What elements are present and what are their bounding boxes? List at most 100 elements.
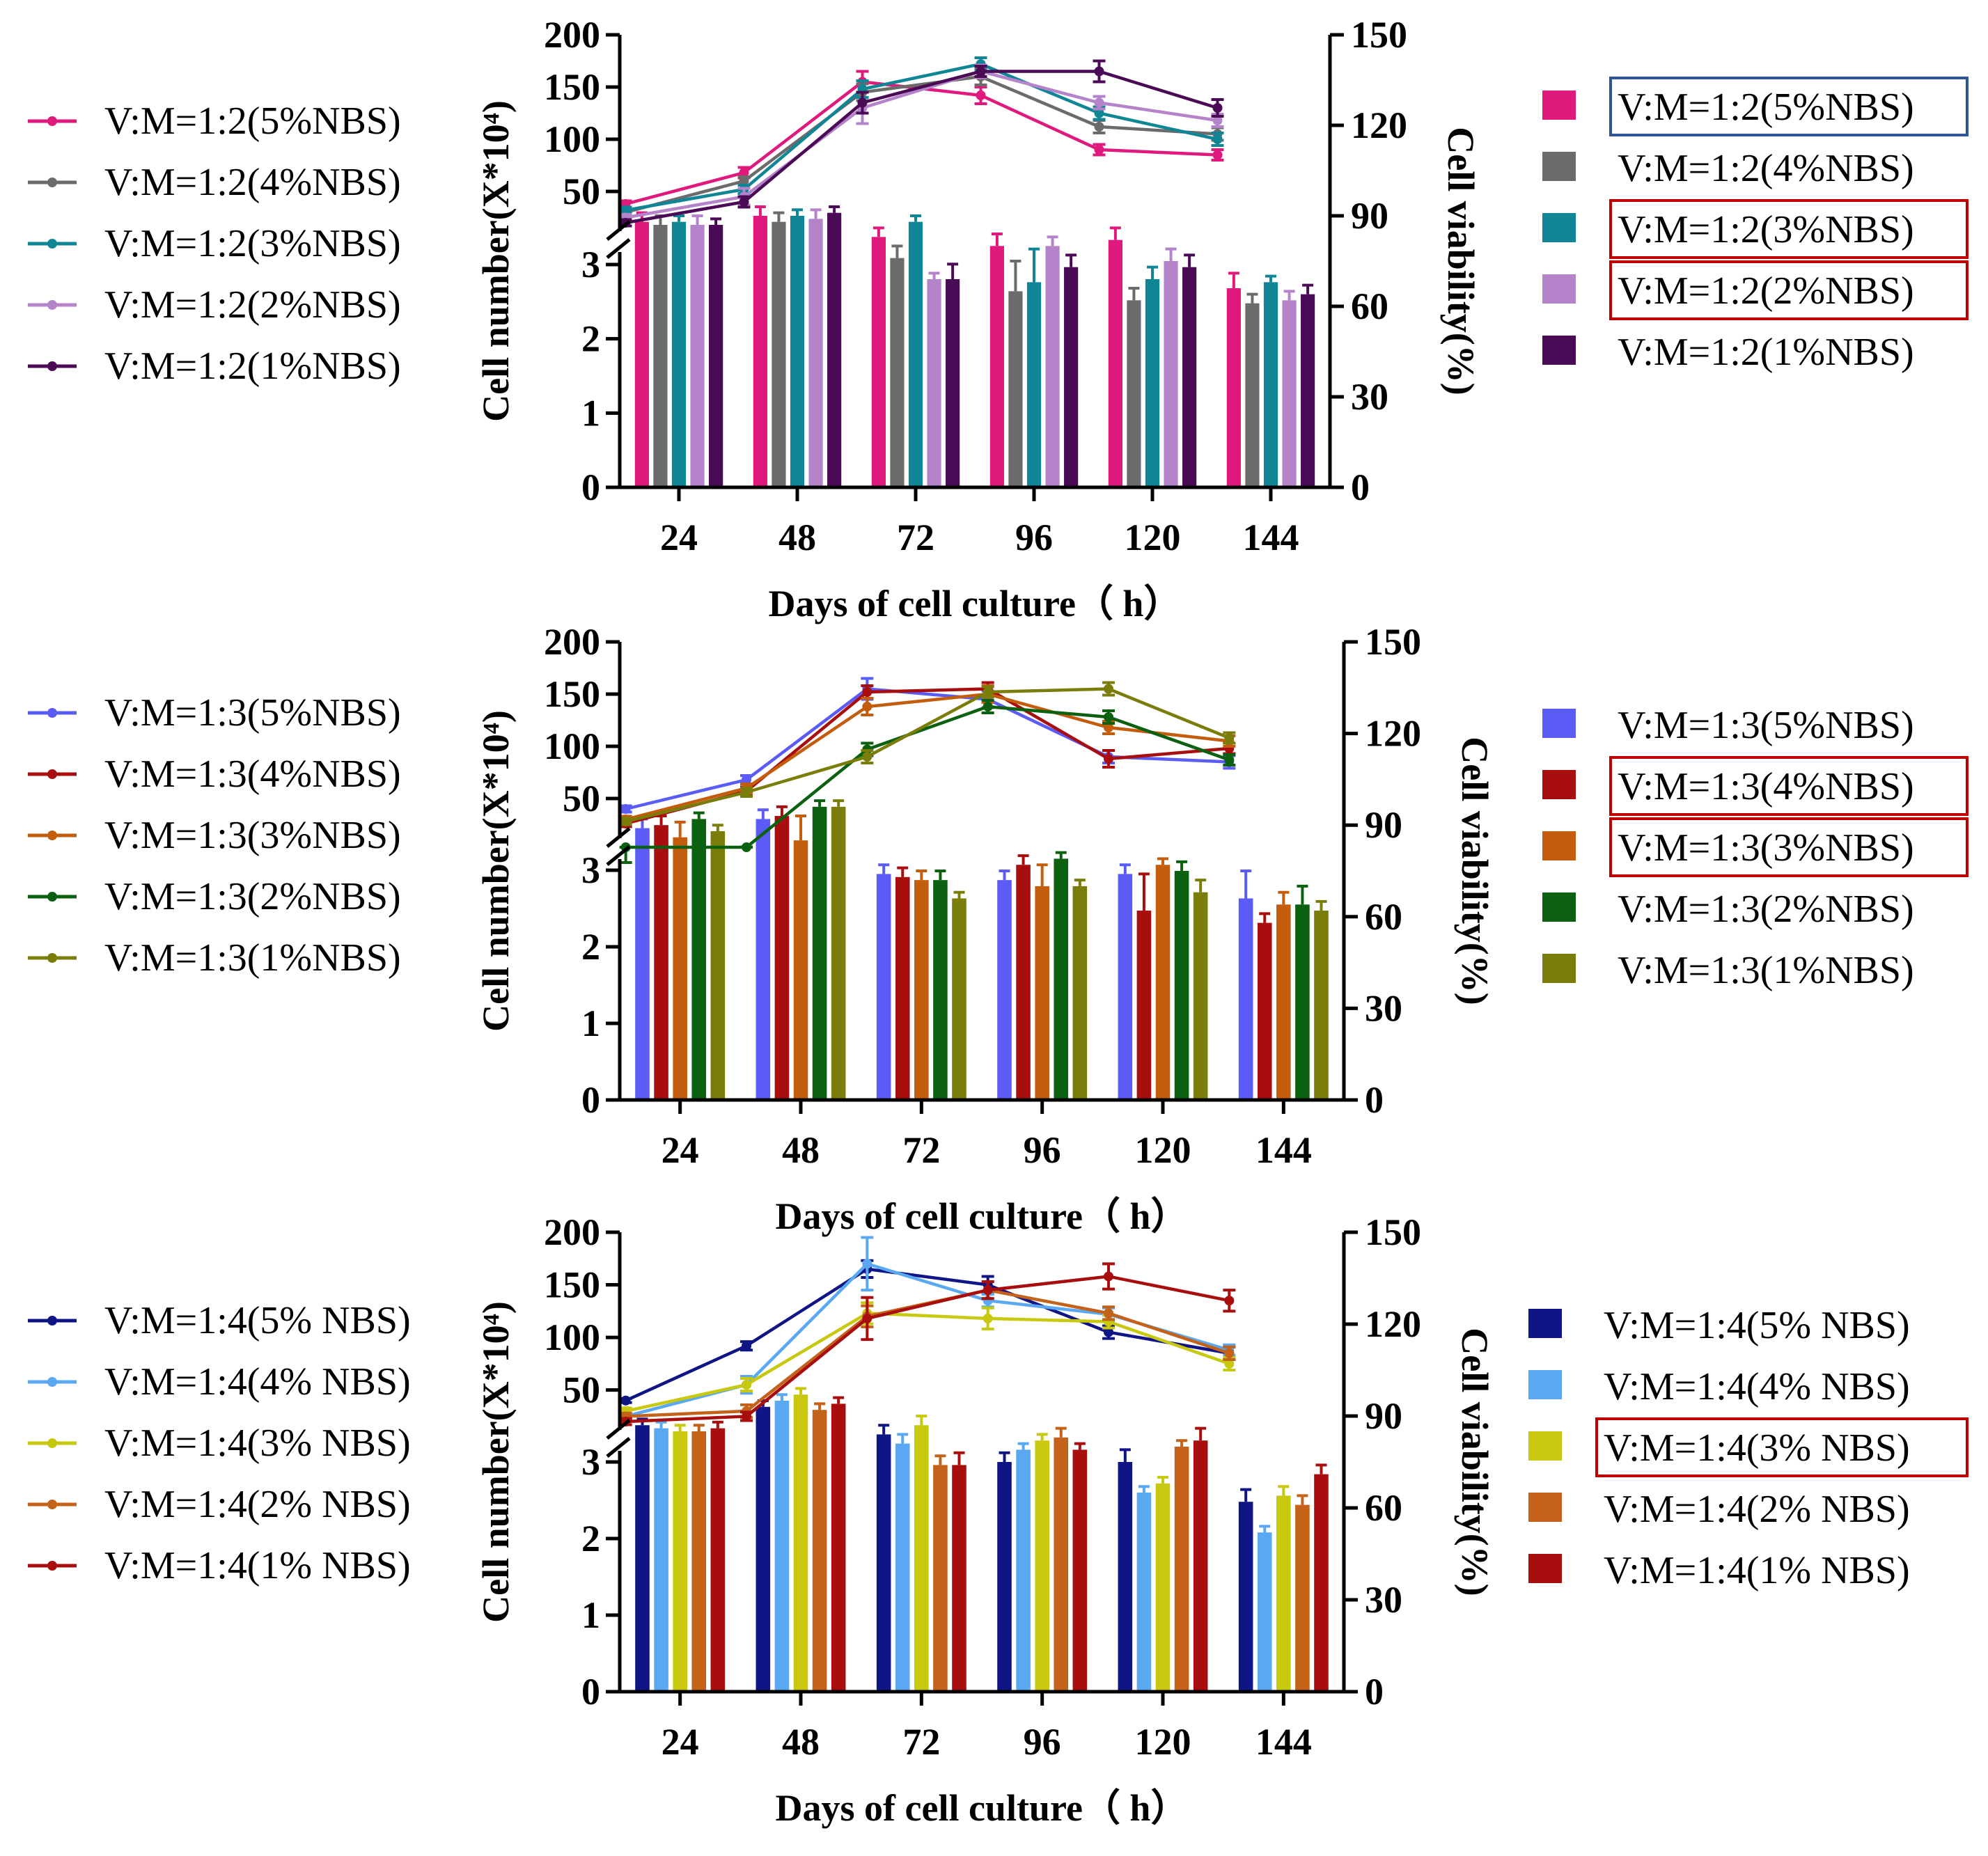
- line-legend-item: V:M=1:2(5%NBS): [28, 100, 401, 143]
- bar: [1127, 300, 1141, 487]
- line-legend-item: V:M=1:4(4% NBS): [28, 1360, 411, 1403]
- bar: [753, 216, 767, 487]
- bar: [774, 1401, 790, 1692]
- bar: [831, 1403, 846, 1692]
- line-legend-label: V:M=1:2(3%NBS): [104, 222, 401, 265]
- x-tick-label: 120: [1125, 517, 1181, 558]
- legend-marker: [47, 239, 57, 249]
- bar-legend-label: V:M=1:3(2%NBS): [1618, 888, 1914, 931]
- left-tick-label: 150: [544, 1264, 600, 1306]
- bar: [691, 819, 707, 1100]
- right-tick-label: 150: [1365, 1211, 1421, 1253]
- legend-marker: [47, 1561, 57, 1571]
- bar: [774, 816, 790, 1100]
- bar-legend-label: V:M=1:2(2%NBS): [1618, 269, 1914, 313]
- legend-highlight-box: [1609, 260, 1969, 320]
- data-point: [1224, 755, 1235, 765]
- bar: [1054, 1437, 1069, 1692]
- data-point: [742, 842, 751, 852]
- bar: [1035, 1440, 1049, 1692]
- bar: [1118, 874, 1133, 1100]
- right-tick-label: 30: [1365, 1579, 1402, 1621]
- bar: [952, 1465, 966, 1692]
- bar: [1257, 1532, 1272, 1692]
- bar-legend: V:M=1:4(5% NBS) V:M=1:4(4% NBS) V:M=1:4(3%…: [1528, 1304, 1969, 1592]
- legend-marker: [47, 831, 57, 840]
- bar-series-5: [710, 799, 1329, 1100]
- data-point: [1104, 1308, 1113, 1319]
- x-tick-label: 48: [782, 1721, 820, 1763]
- series-line: [625, 692, 1230, 821]
- data-point: [1094, 122, 1104, 132]
- bar: [691, 1431, 707, 1692]
- left-tick-label: 1: [581, 1002, 600, 1044]
- x-tick-label: 24: [662, 1129, 699, 1171]
- line-legend-item: V:M=1:2(4%NBS): [28, 161, 401, 204]
- bar: [1016, 1449, 1031, 1692]
- line-series-1: [619, 677, 1236, 814]
- y-axis-left-title: Cell number(X*10⁴): [475, 100, 517, 422]
- bar-series-2: [654, 805, 1272, 1100]
- line-legend-item: V:M=1:4(3% NBS): [28, 1422, 411, 1465]
- line-legend-item: V:M=1:2(2%NBS): [28, 283, 401, 327]
- data-point: [1094, 66, 1104, 77]
- x-tick-label: 144: [1243, 517, 1299, 558]
- bar-legend-label: V:M=1:3(5%NBS): [1618, 704, 1914, 747]
- bar: [709, 225, 723, 487]
- bar-series-1: [634, 205, 1241, 487]
- data-point: [862, 1313, 872, 1323]
- right-tick-label: 90: [1365, 1395, 1402, 1437]
- line-legend-item: V:M=1:2(3%NBS): [28, 222, 401, 265]
- bar-legend-label: V:M=1:4(1% NBS): [1604, 1549, 1910, 1592]
- line-legend-label: V:M=1:4(2% NBS): [104, 1483, 411, 1526]
- x-tick-label: 72: [902, 1721, 940, 1763]
- axis-break-mark: [606, 1419, 631, 1440]
- chart-panel-2: 200 150 100 50 3 2 1 0 150 120 90 60 30 0 24 48 72 96 120 1…: [28, 621, 1969, 1237]
- bar: [812, 1410, 827, 1692]
- left-tick-label: 3: [581, 244, 600, 285]
- data-point: [862, 702, 872, 711]
- bar: [1045, 246, 1060, 487]
- x-tick-label: 96: [1015, 517, 1053, 558]
- bar: [653, 225, 668, 487]
- bar-legend-item: V:M=1:3(2%NBS): [1542, 888, 1914, 931]
- data-point: [1212, 103, 1223, 113]
- bar: [876, 1434, 891, 1692]
- legend-highlight-box: [1609, 817, 1969, 877]
- left-tick-label: 0: [581, 1079, 600, 1121]
- bar: [1035, 886, 1049, 1100]
- left-tick-label: 200: [544, 1211, 600, 1253]
- bar: [1145, 279, 1160, 487]
- data-point: [983, 1285, 993, 1296]
- x-axis-title: Days of cell culture（ h）: [776, 1787, 1189, 1829]
- line-legend-label: V:M=1:4(1% NBS): [104, 1544, 411, 1587]
- legend-highlight-box: [1609, 199, 1969, 259]
- axis-break-mark: [606, 220, 631, 241]
- x-tick-label: 96: [1024, 1129, 1061, 1171]
- bar: [1136, 1493, 1152, 1692]
- bar-legend-item: V:M=1:2(4%NBS): [1542, 147, 1914, 190]
- bar: [827, 212, 842, 487]
- bar: [1174, 1447, 1189, 1692]
- bar: [946, 279, 960, 487]
- bar: [1193, 1440, 1208, 1692]
- series-line: [625, 70, 1218, 219]
- bar-legend-label: V:M=1:2(1%NBS): [1618, 331, 1914, 374]
- left-tick-label: 1: [581, 392, 600, 434]
- series-line: [625, 1288, 1230, 1418]
- axis-break-mark: [606, 238, 631, 259]
- data-point: [1094, 108, 1104, 118]
- bar-legend-label: V:M=1:2(5%NBS): [1618, 86, 1914, 129]
- axis-break-mark: [606, 827, 631, 848]
- series-line: [625, 62, 1218, 212]
- legend-highlight-box: [1609, 756, 1969, 816]
- data-point: [1212, 116, 1223, 125]
- series-line: [625, 687, 1230, 826]
- bar: [756, 819, 771, 1100]
- bar: [895, 876, 910, 1100]
- bar: [871, 237, 886, 487]
- bar-series-4: [691, 1402, 1310, 1692]
- bar: [1295, 904, 1310, 1100]
- x-tick-label: 144: [1255, 1129, 1312, 1171]
- data-point: [1212, 134, 1223, 144]
